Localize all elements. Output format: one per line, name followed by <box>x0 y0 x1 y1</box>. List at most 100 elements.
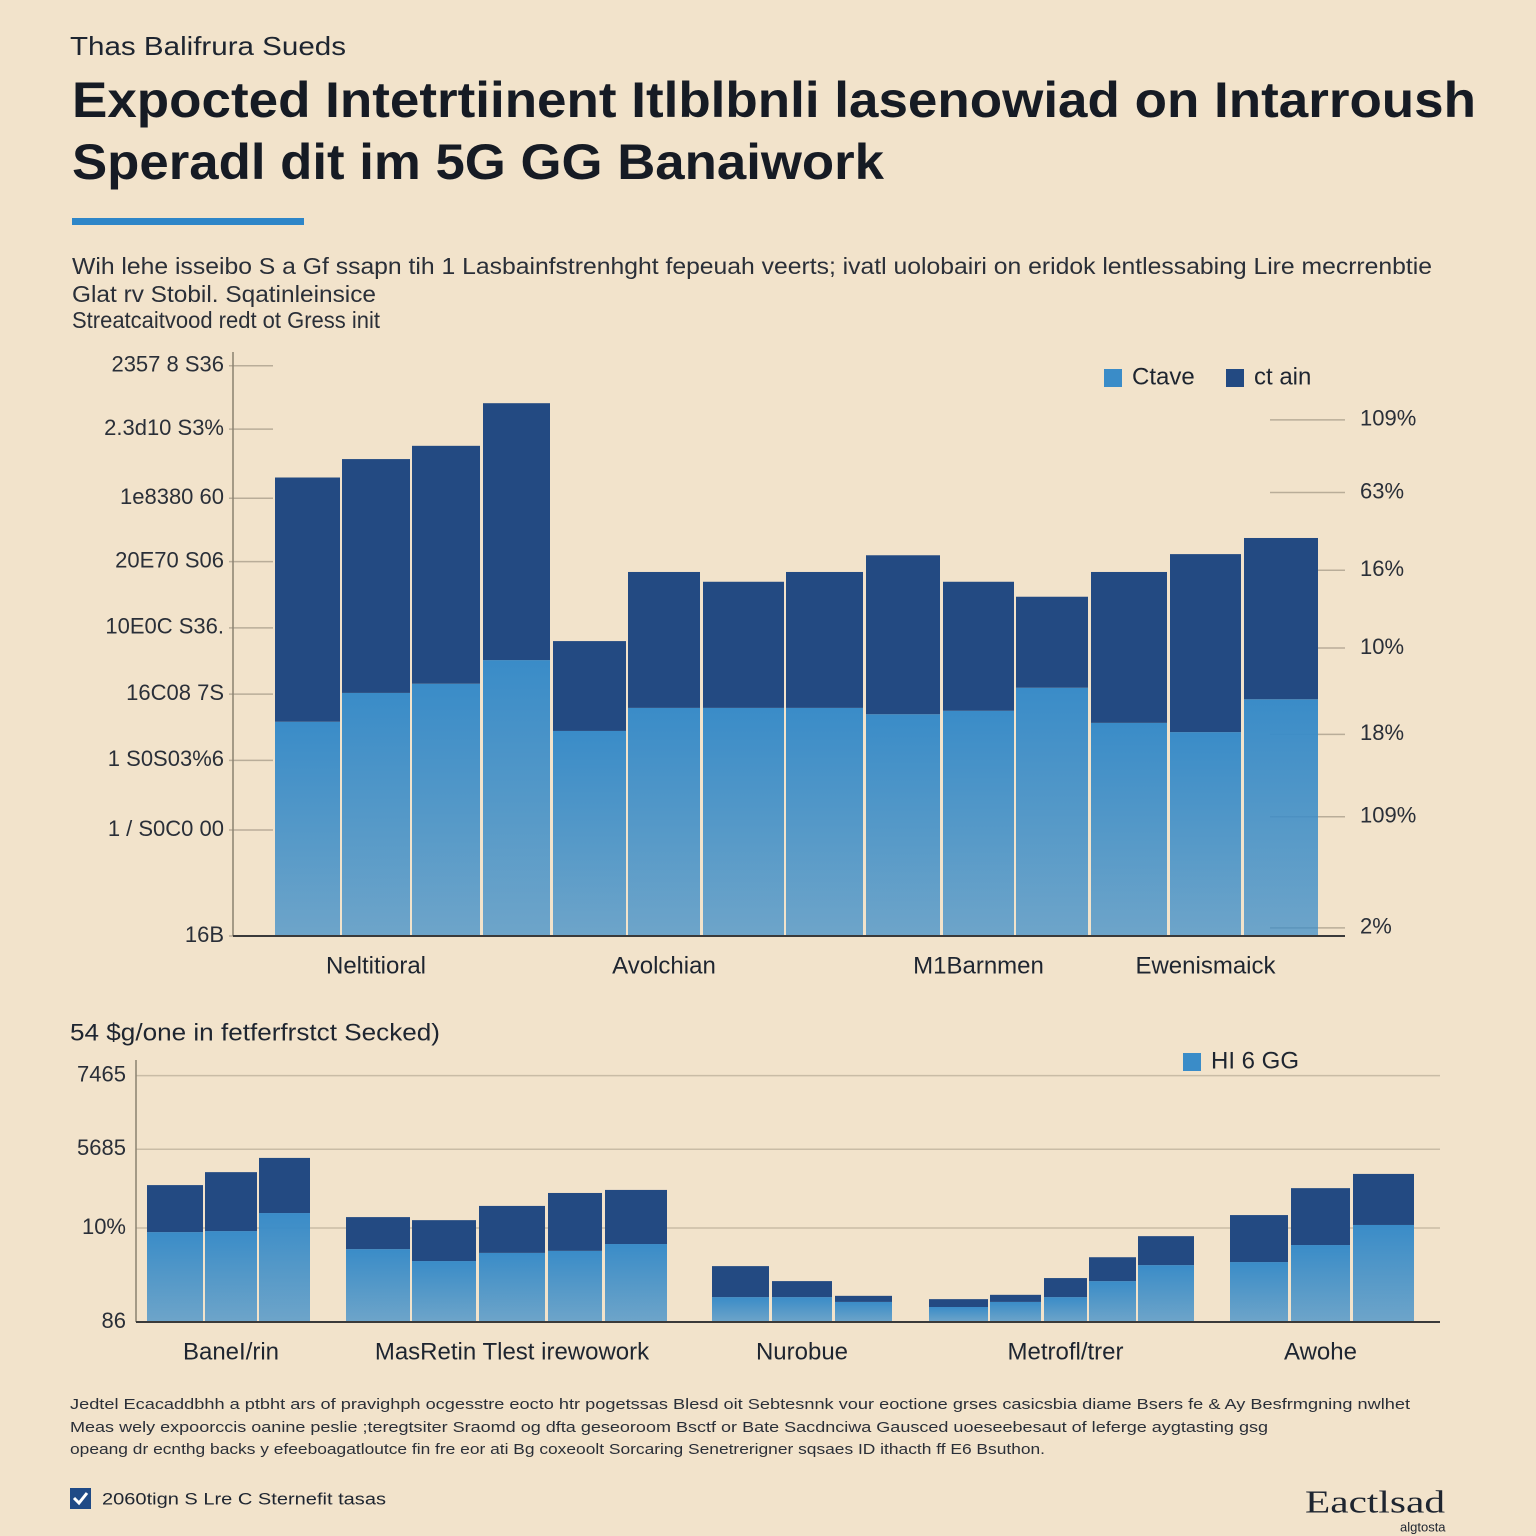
bar-segment <box>483 660 550 936</box>
bar-segment <box>1138 1265 1194 1322</box>
y-tick-label: 16B <box>185 922 224 947</box>
y2-tick-label: 10% <box>1360 634 1404 659</box>
bar-segment <box>712 1266 769 1298</box>
footnote-line: opeang dr ecnthg backs y efeeboagatloutc… <box>70 1441 1045 1458</box>
bar-segment <box>1089 1281 1136 1322</box>
y-tick-label: 16C08 7S <box>126 680 224 705</box>
source: 2060tign S Lre C Sternefit tasas <box>102 1489 386 1508</box>
y-tick-label: 10% <box>82 1214 126 1239</box>
bar-segment <box>1353 1173 1414 1225</box>
logo: Eactlsad <box>1305 1483 1445 1519</box>
bar-segment <box>483 403 550 661</box>
bar-segment <box>929 1307 988 1322</box>
logo-sub: algtosta <box>1400 1519 1446 1534</box>
bar-segment <box>1016 596 1088 688</box>
x-tick-label: MasRetin Tlest irewowork <box>375 1338 650 1365</box>
bar-segment <box>548 1250 602 1322</box>
chart: 86 10% 5685 7465 BaneI/rin MasRetin Tlest ire… <box>77 1047 1440 1365</box>
x-tick-label: BaneI/rin <box>183 1338 279 1365</box>
bar-segment <box>1091 722 1167 936</box>
x-tick-label: Awohe <box>1284 1338 1357 1365</box>
bar-segment <box>342 692 410 936</box>
bar-segment <box>1170 732 1241 936</box>
bar-segment <box>1353 1224 1414 1322</box>
bar-segment <box>1291 1245 1350 1322</box>
bar-segment <box>1170 554 1241 733</box>
legend-label: HI 6 GG <box>1211 1047 1299 1074</box>
x-tick-label: Ewenismaick <box>1135 952 1276 979</box>
x-tick-label: Neltitioral <box>326 952 426 979</box>
legend-label: ct ain <box>1254 363 1311 390</box>
bar-segment <box>412 445 480 684</box>
bar-segment <box>943 710 1014 936</box>
bar-segment <box>342 459 410 693</box>
bar-segment <box>553 730 626 936</box>
bar-segment <box>548 1192 602 1251</box>
bar-segment <box>929 1299 988 1308</box>
bar-segment <box>1138 1236 1194 1266</box>
bar-segment <box>412 1261 476 1322</box>
bar-segment <box>412 1220 476 1262</box>
legend-label: Ctave <box>1132 363 1195 390</box>
bar-segment <box>943 581 1014 711</box>
x-tick-label: Metrofl/trer <box>1007 1338 1123 1365</box>
y-tick-label: 1 S0S03%6 <box>108 746 224 771</box>
bar-segment <box>259 1157 310 1214</box>
title-underline <box>72 218 304 225</box>
bar-segment <box>772 1297 832 1322</box>
y2-tick-label: 2% <box>1360 914 1392 939</box>
bar-segment <box>628 707 700 936</box>
y-tick-label: 2.3d10 S3% <box>104 415 224 440</box>
bar-segment <box>259 1213 310 1322</box>
bar-segment <box>990 1301 1041 1322</box>
bar-segment <box>1291 1188 1350 1246</box>
y-tick-label: 20E70 S06 <box>115 547 224 572</box>
y-tick-label: 2357 8 S36 <box>111 352 224 377</box>
legend-swatch <box>1104 369 1122 387</box>
subtitle-line: Wih lehe isseibo S a Gf ssapn tih 1 Lasb… <box>72 253 1432 279</box>
y-tick-label: 1 / S0C0 00 <box>108 816 224 841</box>
bar-segment <box>628 571 700 708</box>
bar-segment <box>412 683 480 936</box>
bar-segment <box>147 1232 203 1322</box>
bar-segment <box>786 571 863 708</box>
bar-segment <box>1089 1257 1136 1282</box>
bar-segment <box>835 1295 892 1302</box>
bar-segment <box>1230 1215 1288 1263</box>
legend-swatch <box>1226 369 1244 387</box>
subtitle-line: Streatcaitvood redt ot Gress init <box>72 307 381 333</box>
bar-segment <box>205 1172 257 1232</box>
bar-segment <box>275 721 340 936</box>
footnote-line: Jedtel Ecacaddbhh a ptbht ars of pravigh… <box>70 1396 1411 1413</box>
bar-segment <box>990 1294 1041 1302</box>
y2-tick-label: 109% <box>1360 803 1416 828</box>
title-line: Expocted Intetrtiinent Itlblbnli lasenow… <box>72 72 1476 128</box>
bar-segment <box>346 1217 410 1250</box>
bar-segment <box>1044 1297 1087 1322</box>
bar-segment <box>346 1249 410 1322</box>
bar-segment <box>553 641 626 731</box>
check-icon <box>70 1488 91 1509</box>
bar-segment <box>605 1244 667 1322</box>
bar-segment <box>1016 687 1088 936</box>
bar-segment <box>1244 537 1318 700</box>
y2-tick-label: 16% <box>1360 556 1404 581</box>
y-tick-label: 5685 <box>77 1135 126 1160</box>
y2-tick-label: 63% <box>1360 478 1404 503</box>
chart-title: 54 $g/one in fetferfrstct Secked) <box>70 1019 440 1046</box>
title-line: Speradl dit im 5G GG Banaiwork <box>72 134 884 190</box>
bar-segment <box>1230 1262 1288 1322</box>
bar-segment <box>1044 1278 1087 1298</box>
bar-segment <box>275 477 340 722</box>
bar-segment <box>866 555 940 715</box>
legend-swatch <box>1183 1053 1201 1071</box>
y2-tick-label: 109% <box>1360 406 1416 431</box>
bar-segment <box>205 1231 257 1322</box>
x-tick-label: Avolchian <box>612 952 716 979</box>
bar-segment <box>1244 699 1318 936</box>
bar-segment <box>605 1189 667 1245</box>
bar-segment <box>147 1185 203 1233</box>
subtitle-line: Glat rv Stobil. Sqatinleinsice <box>72 281 376 307</box>
bar-segment <box>703 707 784 936</box>
